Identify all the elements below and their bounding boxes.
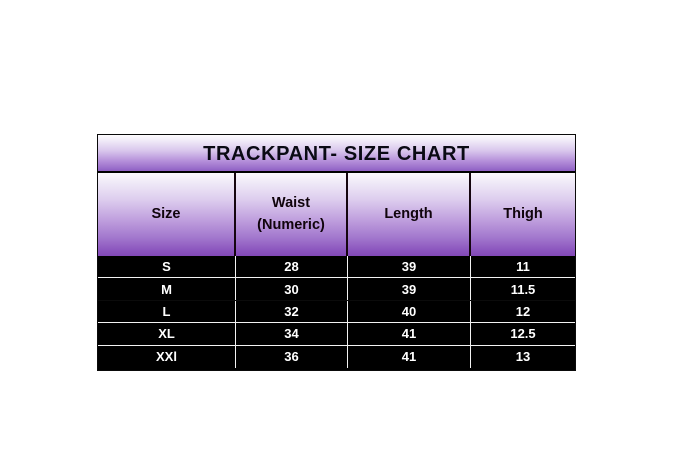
cell-length: 40 — [348, 300, 471, 323]
cell-thigh: 11.5 — [510, 281, 536, 297]
table-header-row: Size Waist (Numeric) Length Thigh — [98, 173, 575, 256]
column-header-size-label: Size — [151, 205, 181, 222]
table-row: S 28 39 11 — [98, 256, 575, 279]
cell-size: S — [98, 256, 236, 278]
cell-thigh: 12.5 — [510, 326, 536, 342]
table-row: XXl 36 41 13 — [98, 345, 575, 368]
size-chart-table: TRACKPANT- SIZE CHART Size Waist (Numeri… — [97, 134, 576, 371]
table-row: XL 34 41 12.5 — [98, 323, 575, 346]
cell-size: XL — [98, 323, 236, 345]
column-header-thigh-label: Thigh — [503, 205, 543, 222]
cell-size: XXl — [98, 345, 236, 368]
cell-length: 41 — [348, 323, 471, 345]
cell-length: 41 — [348, 345, 471, 368]
column-header-thigh: Thigh — [471, 173, 575, 256]
cell-size: M — [98, 278, 236, 300]
page-title: TRACKPANT- SIZE CHART — [203, 143, 470, 165]
cell-thigh: 11 — [516, 259, 530, 275]
cell-waist: 34 — [236, 323, 348, 345]
cell-thigh: 12 — [515, 303, 531, 319]
column-header-length-label: Length — [384, 205, 433, 222]
cell-waist: 36 — [236, 345, 348, 368]
cell-waist: 28 — [236, 256, 348, 278]
table-row: L 32 40 12 — [98, 300, 575, 324]
column-header-waist-label: Waist — [271, 194, 311, 211]
chart-title-bar: TRACKPANT- SIZE CHART — [98, 135, 575, 173]
table-body: S 28 39 11 M 30 39 11.5 L 32 40 12 XL 34… — [98, 256, 575, 368]
cell-length: 39 — [348, 278, 471, 300]
cell-waist: 32 — [236, 300, 348, 323]
column-header-length: Length — [348, 173, 471, 256]
cell-thigh: 13 — [515, 349, 531, 365]
cell-waist: 30 — [236, 278, 348, 300]
column-header-waist-sublabel: (Numeric) — [257, 216, 325, 233]
table-row: M 30 39 11.5 — [98, 278, 575, 301]
cell-size: L — [98, 300, 236, 323]
cell-length: 39 — [348, 256, 471, 278]
column-header-size: Size — [98, 173, 236, 256]
column-header-waist: Waist (Numeric) — [236, 173, 348, 256]
